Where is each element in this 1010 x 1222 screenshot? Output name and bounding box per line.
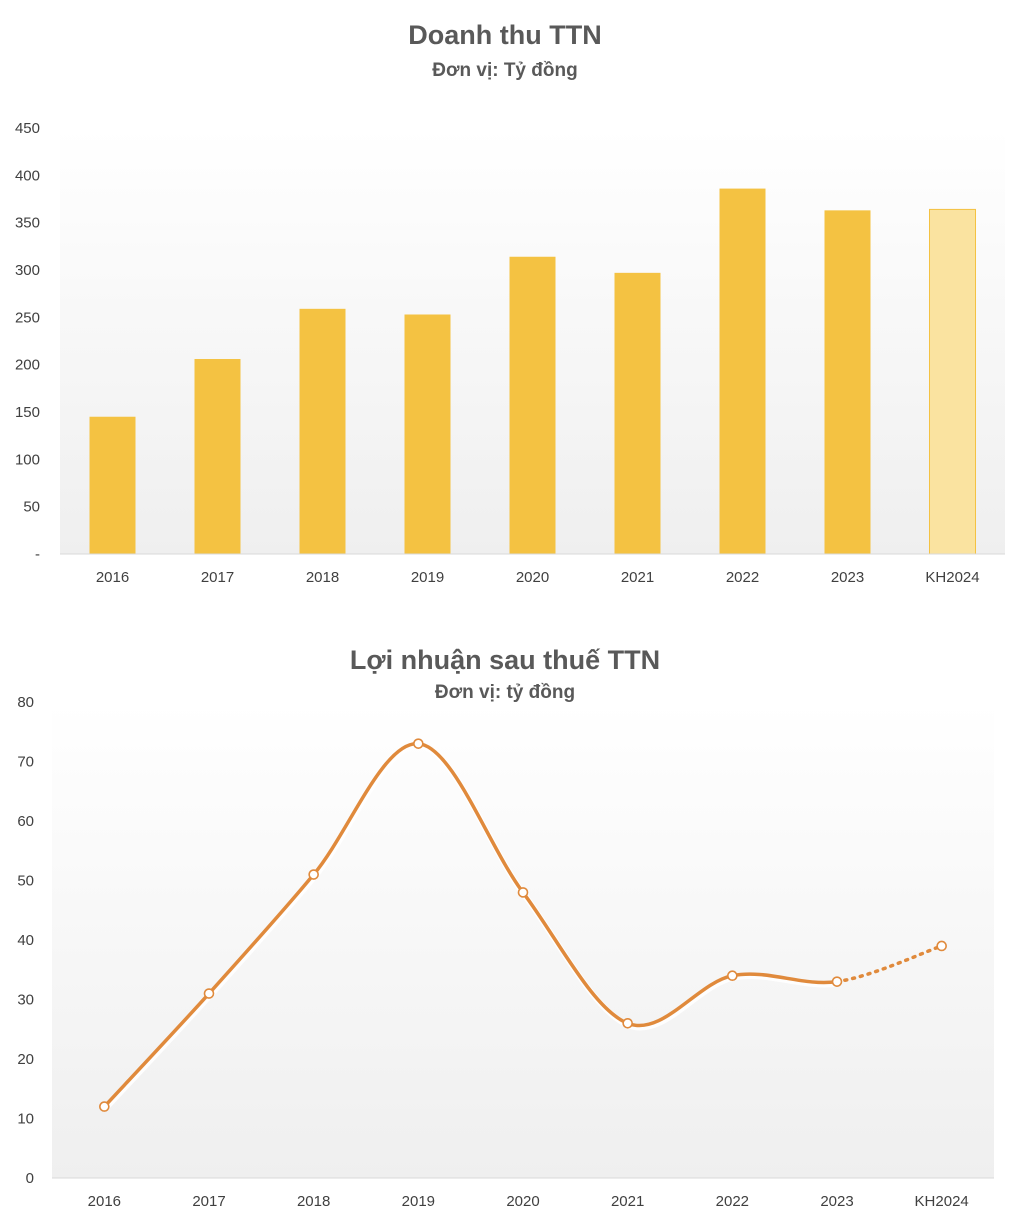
y-tick-label: 10 <box>17 1111 34 1128</box>
x-tick-label: KH2024 <box>925 569 979 586</box>
profit-point <box>99 1101 110 1112</box>
profit-plan-line <box>835 944 944 984</box>
y-tick-label: 70 <box>17 754 34 771</box>
x-tick-label: 2018 <box>297 1193 330 1210</box>
x-tick-label: 2022 <box>716 1193 749 1210</box>
y-tick-label: 400 <box>15 167 40 184</box>
y-tick-label: 350 <box>15 215 40 232</box>
x-tick-label: 2023 <box>820 1193 853 1210</box>
x-tick-label: 2016 <box>88 1193 121 1210</box>
profit-plot-area <box>52 702 994 1178</box>
revenue-bar <box>299 308 346 554</box>
revenue-bar <box>89 416 136 554</box>
revenue-chart-plot: - 50 100 150 200 250 300 350 400 450 2016 2017 2018 2… <box>15 120 1005 586</box>
x-tick-label: 2019 <box>411 569 444 586</box>
y-tick-label: 200 <box>15 357 40 374</box>
y-tick-label: 0 <box>26 1170 34 1187</box>
revenue-bar <box>404 314 451 554</box>
revenue-bar <box>929 208 976 555</box>
y-tick-label: 450 <box>15 120 40 137</box>
profit-point <box>936 940 947 952</box>
x-tick-label: 2020 <box>516 569 549 586</box>
profit-chart: Lợi nhuận sau thuế TTN Đơn vị: tỷ đồng 0… <box>0 630 1010 1222</box>
x-tick-label: 2022 <box>726 569 759 586</box>
x-tick-label: 2023 <box>831 569 864 586</box>
profit-line <box>102 741 839 1109</box>
revenue-bar <box>194 358 241 554</box>
revenue-bar <box>614 272 661 554</box>
profit-point <box>727 970 738 982</box>
y-tick-label: 300 <box>15 262 40 279</box>
y-tick-label: - <box>35 546 40 563</box>
profit-chart-title: Lợi nhuận sau thuế TTN <box>349 645 661 675</box>
y-tick-label: 60 <box>17 813 34 830</box>
profit-chart-subtitle: Đơn vị: tỷ đồng <box>434 682 576 703</box>
profit-point <box>622 1017 633 1029</box>
x-tick-label: KH2024 <box>915 1193 969 1210</box>
y-tick-label: 100 <box>15 451 40 468</box>
y-tick-label: 30 <box>17 992 34 1009</box>
profit-point <box>831 976 843 987</box>
revenue-chart-subtitle: Đơn vị: Tỷ đồng <box>432 60 578 81</box>
y-tick-label: 50 <box>17 873 34 890</box>
x-tick-label: 2016 <box>96 569 129 586</box>
x-tick-label: 2021 <box>621 569 654 586</box>
revenue-chart-title: Doanh thu TTN <box>408 20 602 50</box>
profit-chart-plot: 0 10 20 30 40 50 60 70 80 2016 2017 2018 2019 2020 202… <box>17 694 994 1210</box>
y-tick-label: 150 <box>15 404 40 421</box>
y-tick-label: 50 <box>23 499 40 516</box>
x-tick-label: 2018 <box>306 569 339 586</box>
y-tick-label: 40 <box>17 932 34 949</box>
x-tick-label: 2017 <box>201 569 234 586</box>
revenue-bar <box>719 188 766 554</box>
profit-point <box>203 988 215 999</box>
profit-point <box>413 738 424 749</box>
x-tick-label: 2020 <box>506 1193 539 1210</box>
x-tick-label: 2019 <box>402 1193 435 1210</box>
revenue-bar <box>509 256 556 554</box>
y-tick-label: 250 <box>15 309 40 326</box>
revenue-chart: Doanh thu TTN Đơn vị: Tỷ đồng - 50 100 150 2… <box>0 0 1010 610</box>
revenue-bar <box>824 210 871 555</box>
y-tick-label: 80 <box>17 694 34 711</box>
y-tick-label: 20 <box>17 1051 34 1068</box>
x-tick-label: 2021 <box>611 1193 644 1210</box>
x-tick-label: 2017 <box>192 1193 225 1210</box>
profit-point <box>308 869 319 880</box>
profit-point <box>517 887 529 898</box>
